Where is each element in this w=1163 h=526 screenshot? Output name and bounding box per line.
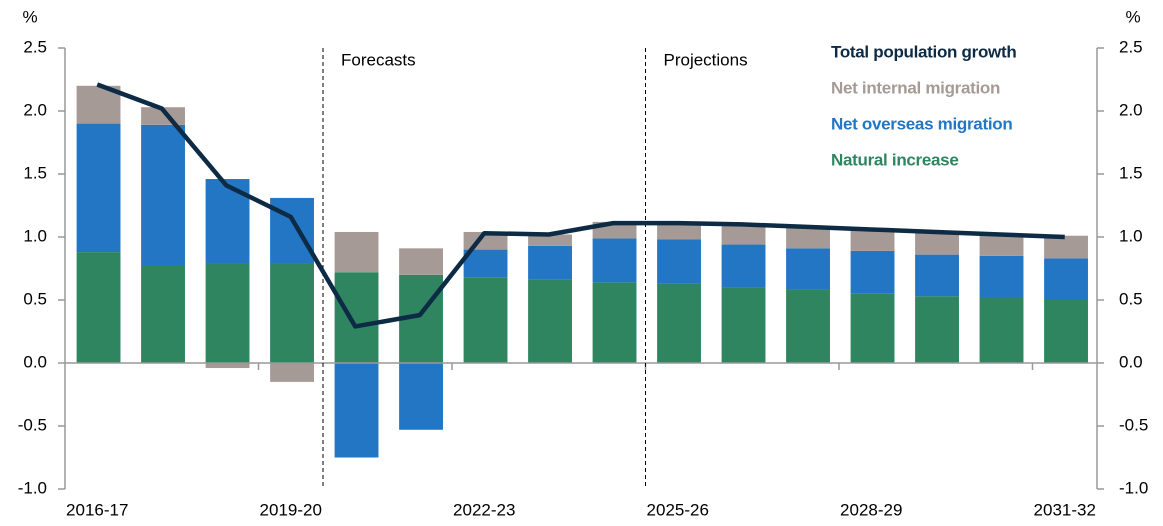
bar <box>141 124 185 266</box>
bar <box>657 283 701 363</box>
line <box>96 82 1065 329</box>
bar <box>657 239 701 284</box>
x-tick-label: 2019-20 <box>260 500 322 519</box>
y-tick-label: 2.0 <box>23 100 47 119</box>
legend-entry: Total population growth <box>831 42 1016 61</box>
x-tick-label: 2028-29 <box>840 500 902 519</box>
x-tick-label: 2031-32 <box>1034 500 1096 519</box>
bar <box>979 297 1024 363</box>
bar <box>657 223 701 240</box>
bar <box>463 277 508 363</box>
annotation: Forecasts <box>341 50 416 69</box>
bar <box>1044 235 1088 259</box>
bar <box>399 248 443 275</box>
bar <box>205 263 250 363</box>
x-tick-label: 2022-23 <box>453 500 515 519</box>
y-tick-label: -0.5 <box>18 415 47 434</box>
bar <box>76 252 121 363</box>
bar <box>915 231 959 255</box>
y2-tick-label: 0.0 <box>1119 352 1143 371</box>
bar <box>915 296 959 363</box>
bar <box>528 279 572 363</box>
bar <box>850 250 895 294</box>
bar <box>270 363 314 382</box>
bar <box>270 263 314 363</box>
y-tick-label: 2.5 <box>23 37 47 56</box>
bar <box>399 363 443 430</box>
x-tick-label: 2025-26 <box>647 500 709 519</box>
legend-entry: Net internal migration <box>831 78 1000 97</box>
bar <box>786 248 830 290</box>
y-tick-label: 1.5 <box>23 163 47 182</box>
bar <box>334 363 379 458</box>
y2-tick-label: -0.5 <box>1119 415 1148 434</box>
y-tick-label: 1.0 <box>23 226 47 245</box>
x-tick-label: 2016-17 <box>66 500 128 519</box>
bar <box>915 254 959 297</box>
bar <box>1044 258 1088 300</box>
bar <box>786 226 830 249</box>
bar <box>334 272 379 363</box>
y2-tick-label: 0.5 <box>1119 289 1143 308</box>
bar <box>334 231 379 273</box>
bar <box>592 282 637 363</box>
bar <box>979 255 1024 298</box>
bar <box>721 287 766 363</box>
bar <box>528 245 572 280</box>
y2-tick-label: -1.0 <box>1119 478 1148 497</box>
bar <box>721 225 766 245</box>
bar <box>721 244 766 288</box>
bar <box>528 234 572 246</box>
y-axis-label: % <box>22 7 37 26</box>
bar <box>979 234 1024 256</box>
bar <box>786 289 830 363</box>
bar <box>592 238 637 283</box>
y-tick-label: 0.0 <box>23 352 47 371</box>
y2-tick-label: 2.0 <box>1119 100 1143 119</box>
bar <box>76 123 121 253</box>
bar <box>1044 300 1088 363</box>
y2-tick-label: 1.5 <box>1119 163 1143 182</box>
y-tick-label: -1.0 <box>18 478 47 497</box>
bar <box>463 249 508 278</box>
bar <box>850 293 895 363</box>
annotation: Projections <box>664 50 748 69</box>
y-tick-label: 0.5 <box>23 289 47 308</box>
bar <box>141 265 185 363</box>
bar <box>850 229 895 251</box>
y2-tick-label: 1.0 <box>1119 226 1143 245</box>
bar <box>205 363 250 369</box>
legend-entry: Net overseas migration <box>831 114 1012 133</box>
y2-axis-label: % <box>1125 7 1140 26</box>
y2-tick-label: 2.5 <box>1119 37 1143 56</box>
legend-entry: Natural increase <box>831 150 959 169</box>
